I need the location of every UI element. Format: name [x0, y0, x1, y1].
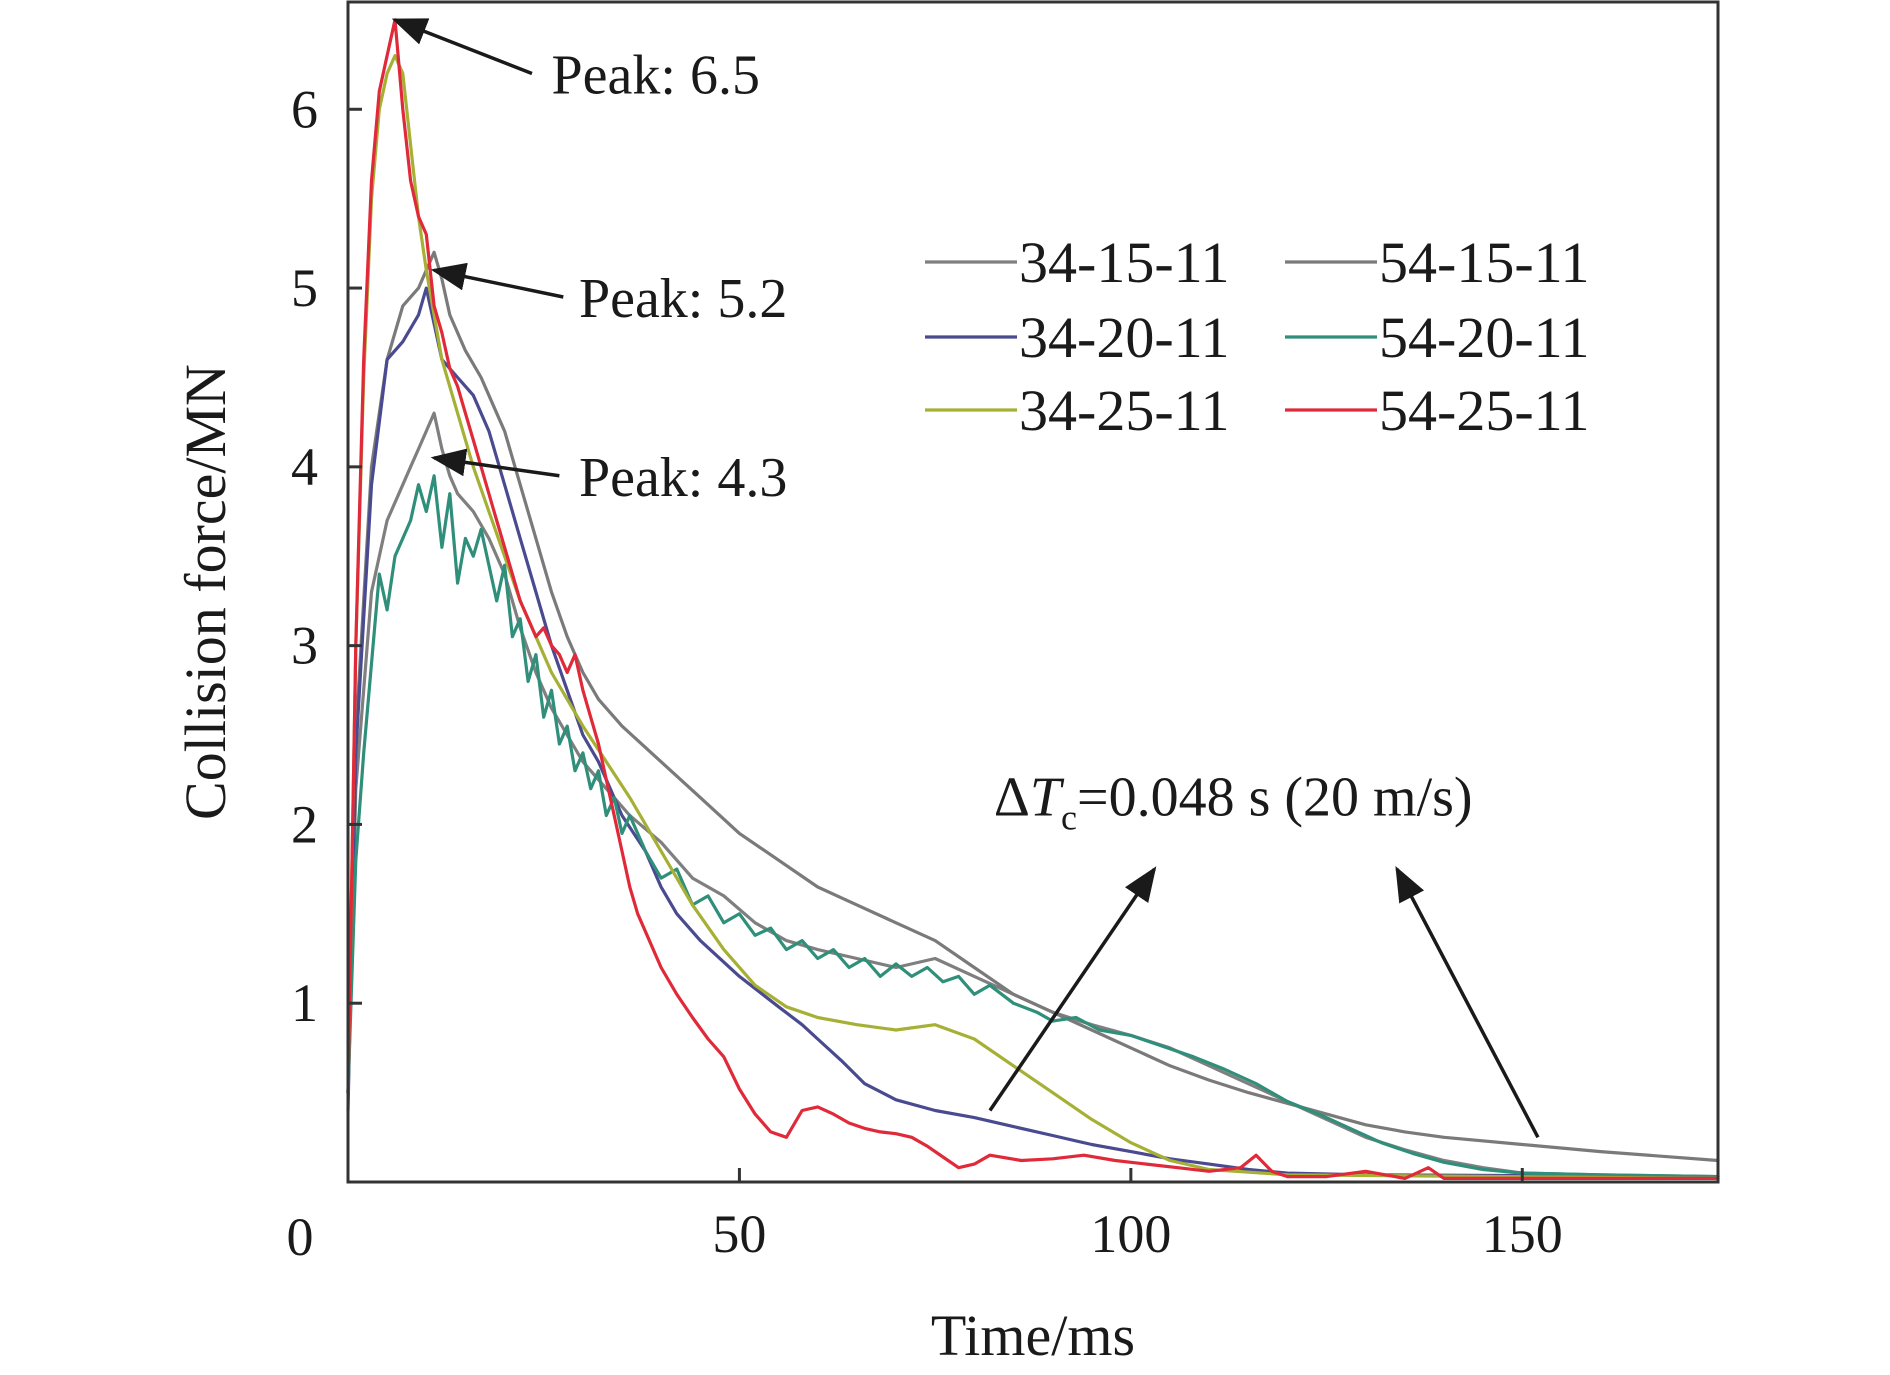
legend-label-54-20-11: 54-20-11 — [1379, 305, 1589, 370]
peak-arrow — [391, 18, 533, 76]
peak-label: Peak: 6.5 — [552, 45, 760, 107]
y-tick-label: 2 — [291, 794, 318, 854]
origin-label: 0 — [287, 1207, 314, 1267]
peak-label: Peak: 5.2 — [579, 268, 787, 330]
x-axis-title: Time/ms — [931, 1303, 1135, 1368]
plot-frame — [346, 0, 1720, 1184]
series-layer — [346, 18, 1720, 1180]
x-tick-label: 150 — [1482, 1204, 1563, 1264]
y-tick-label: 5 — [291, 258, 318, 318]
delta-arrow — [988, 866, 1157, 1112]
y-tick-label: 1 — [291, 973, 318, 1033]
y-tick-label: 6 — [291, 79, 318, 139]
peak-label: Peak: 4.3 — [579, 447, 787, 509]
tick-layer: 50 100 150 1 2 3 4 5 6 — [291, 79, 1563, 1264]
series-line-54-15-11 — [346, 250, 1720, 1163]
delta-tc-label: ΔTc=0.048 s (20 m/s) — [994, 766, 1473, 837]
legend-label-34-15-11: 34-15-11 — [1019, 230, 1229, 295]
series-line-54-25-11 — [346, 18, 1720, 1180]
peak-arrow — [430, 448, 560, 478]
annotation-layer: Peak: 6.5 Peak: 5.2 Peak: 4.3 ΔTc=0.048 s (… — [391, 18, 1540, 1139]
y-axis-title: Collision force/MN — [173, 364, 238, 820]
legend-label-34-25-11: 34-25-11 — [1019, 378, 1229, 443]
x-tick-label: 50 — [712, 1204, 766, 1264]
x-tick-label: 100 — [1090, 1204, 1171, 1264]
delta-arrow — [1395, 866, 1540, 1139]
legend-label-54-25-11: 54-25-11 — [1379, 378, 1589, 443]
peak-arrow — [430, 262, 564, 299]
legend: 34-15-11 54-15-11 34-20-11 54-20-11 34-25-11… — [925, 230, 1589, 443]
y-tick-label: 4 — [291, 437, 318, 497]
y-tick-label: 3 — [291, 616, 318, 676]
legend-label-34-20-11: 34-20-11 — [1019, 305, 1229, 370]
legend-label-54-15-11: 54-15-11 — [1379, 230, 1589, 295]
